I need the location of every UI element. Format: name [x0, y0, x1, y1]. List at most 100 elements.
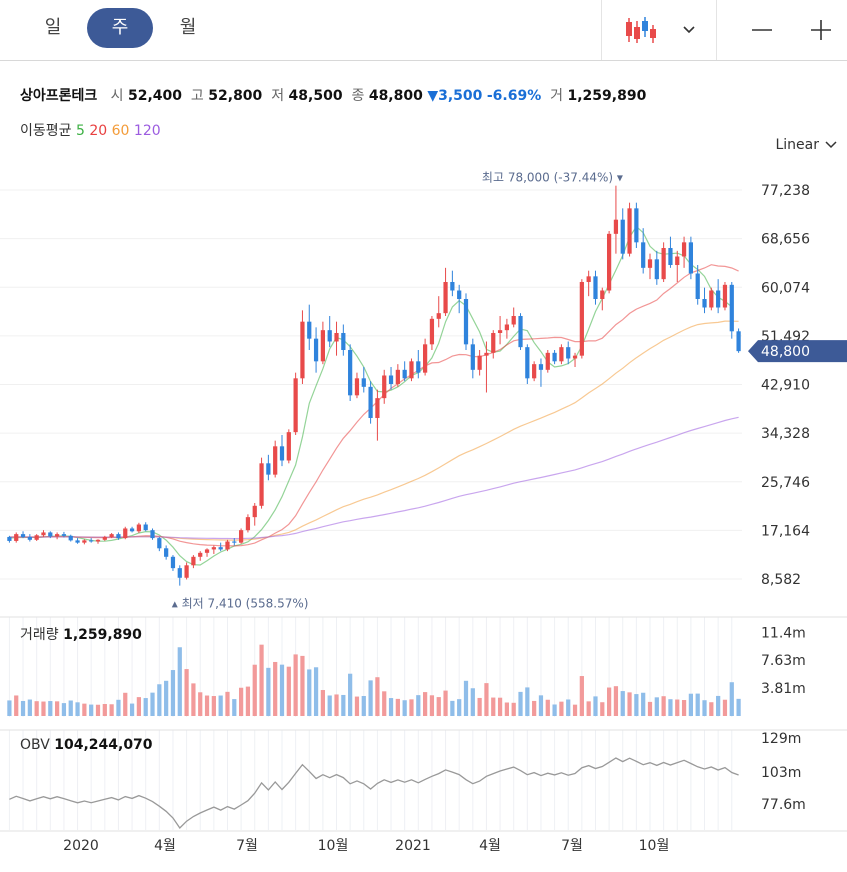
candle — [429, 315, 435, 350]
volume-bar — [109, 704, 114, 716]
candle-body — [606, 233, 612, 291]
candle — [634, 202, 639, 249]
volume-bar — [218, 695, 223, 716]
candle-body — [129, 528, 135, 532]
volume-bar — [82, 703, 87, 716]
candle — [204, 548, 210, 557]
candle-body — [313, 338, 319, 362]
current-price-tag — [748, 340, 847, 363]
volume-bar — [327, 695, 332, 716]
candle-body — [525, 347, 530, 379]
ma120-label: 120 — [133, 123, 161, 139]
candle — [341, 324, 346, 356]
volume-bar — [491, 697, 496, 716]
volume-bar — [14, 695, 19, 716]
candle — [95, 539, 101, 544]
scale-selector[interactable]: Linear — [775, 137, 837, 153]
candle-body — [688, 242, 694, 274]
candle-body — [477, 355, 482, 370]
ma-label: 이동평균 — [20, 123, 72, 139]
candle — [736, 328, 741, 353]
volume-bar — [450, 700, 455, 716]
volume-bar — [20, 700, 26, 716]
candle — [116, 532, 121, 540]
x-tick-label: 2021 — [395, 838, 431, 854]
zoom-out-button[interactable] — [736, 0, 788, 60]
volume-bar — [238, 687, 244, 716]
candle — [388, 366, 394, 390]
candle — [320, 321, 326, 365]
tab-month[interactable]: 월 — [179, 17, 197, 38]
volume-bar — [375, 677, 380, 716]
close-value: 48,800 — [368, 88, 423, 104]
candle-body — [368, 386, 373, 418]
candle — [245, 514, 251, 533]
candle-body — [266, 463, 271, 475]
volume-bar — [722, 699, 728, 716]
candle-body — [654, 259, 659, 280]
change-pct: -6.69% — [486, 88, 542, 104]
candle — [729, 282, 734, 339]
candle — [354, 372, 360, 399]
x-tick-label: 7월 — [236, 838, 258, 854]
candle — [518, 313, 523, 350]
volume-bar — [136, 697, 142, 716]
min-price-annotation: ▴ 최저 7,410 (558.57%) — [172, 597, 309, 611]
volume-bar — [164, 680, 169, 716]
volume-bar — [48, 701, 53, 716]
tab-day[interactable]: 일 — [44, 17, 62, 38]
candle-body — [95, 539, 101, 542]
candle-body — [238, 530, 244, 543]
candle — [48, 531, 53, 539]
x-tick-label: 2020 — [63, 838, 99, 854]
candle-body — [327, 330, 332, 342]
volume-bar — [695, 693, 700, 716]
candle — [716, 279, 721, 314]
candle-body — [579, 282, 584, 356]
candle-body — [218, 547, 223, 550]
candle-body — [409, 361, 414, 379]
candle — [184, 562, 189, 580]
y-tick-label: 51,492 — [761, 329, 810, 345]
volume-bar — [716, 695, 721, 716]
candle — [722, 282, 728, 311]
obv-line — [9, 757, 739, 830]
volume-panel-title: 거래량 — [20, 627, 59, 643]
volume-bar — [443, 690, 448, 716]
volume-bar — [593, 696, 598, 716]
candle — [136, 522, 142, 534]
candle-body — [566, 347, 571, 359]
volume-bar — [177, 647, 182, 716]
obv-panel-value: 104,244,070 — [54, 737, 153, 753]
volume-bar — [422, 692, 428, 716]
candle-body — [252, 505, 257, 518]
volume-bar — [641, 692, 646, 716]
candle — [620, 208, 625, 260]
volume-bar — [68, 700, 73, 716]
candle-body — [116, 534, 121, 539]
candle-body — [211, 547, 216, 550]
candle — [382, 369, 387, 404]
candle — [68, 534, 73, 542]
chevron-down-icon — [683, 26, 695, 34]
candle — [61, 531, 67, 538]
volume-bar — [525, 687, 530, 716]
tab-week[interactable]: 주 — [87, 8, 153, 48]
chart-type-selector[interactable] — [612, 0, 708, 60]
volume-bar — [95, 704, 101, 716]
candle — [545, 349, 550, 373]
zoom-in-button[interactable] — [795, 0, 847, 60]
low-label: 저 — [271, 88, 285, 104]
candle-body — [150, 530, 155, 539]
volume-bar — [307, 669, 312, 716]
candle — [129, 526, 135, 533]
ma5-label: 5 — [75, 123, 85, 139]
candle-body — [68, 535, 73, 541]
candle — [334, 321, 339, 356]
candle-body — [457, 290, 462, 300]
candle-body — [300, 321, 305, 379]
candle-body — [647, 259, 653, 268]
candle-body — [627, 208, 632, 254]
candle-body — [361, 378, 366, 387]
volume-bar — [436, 697, 441, 716]
